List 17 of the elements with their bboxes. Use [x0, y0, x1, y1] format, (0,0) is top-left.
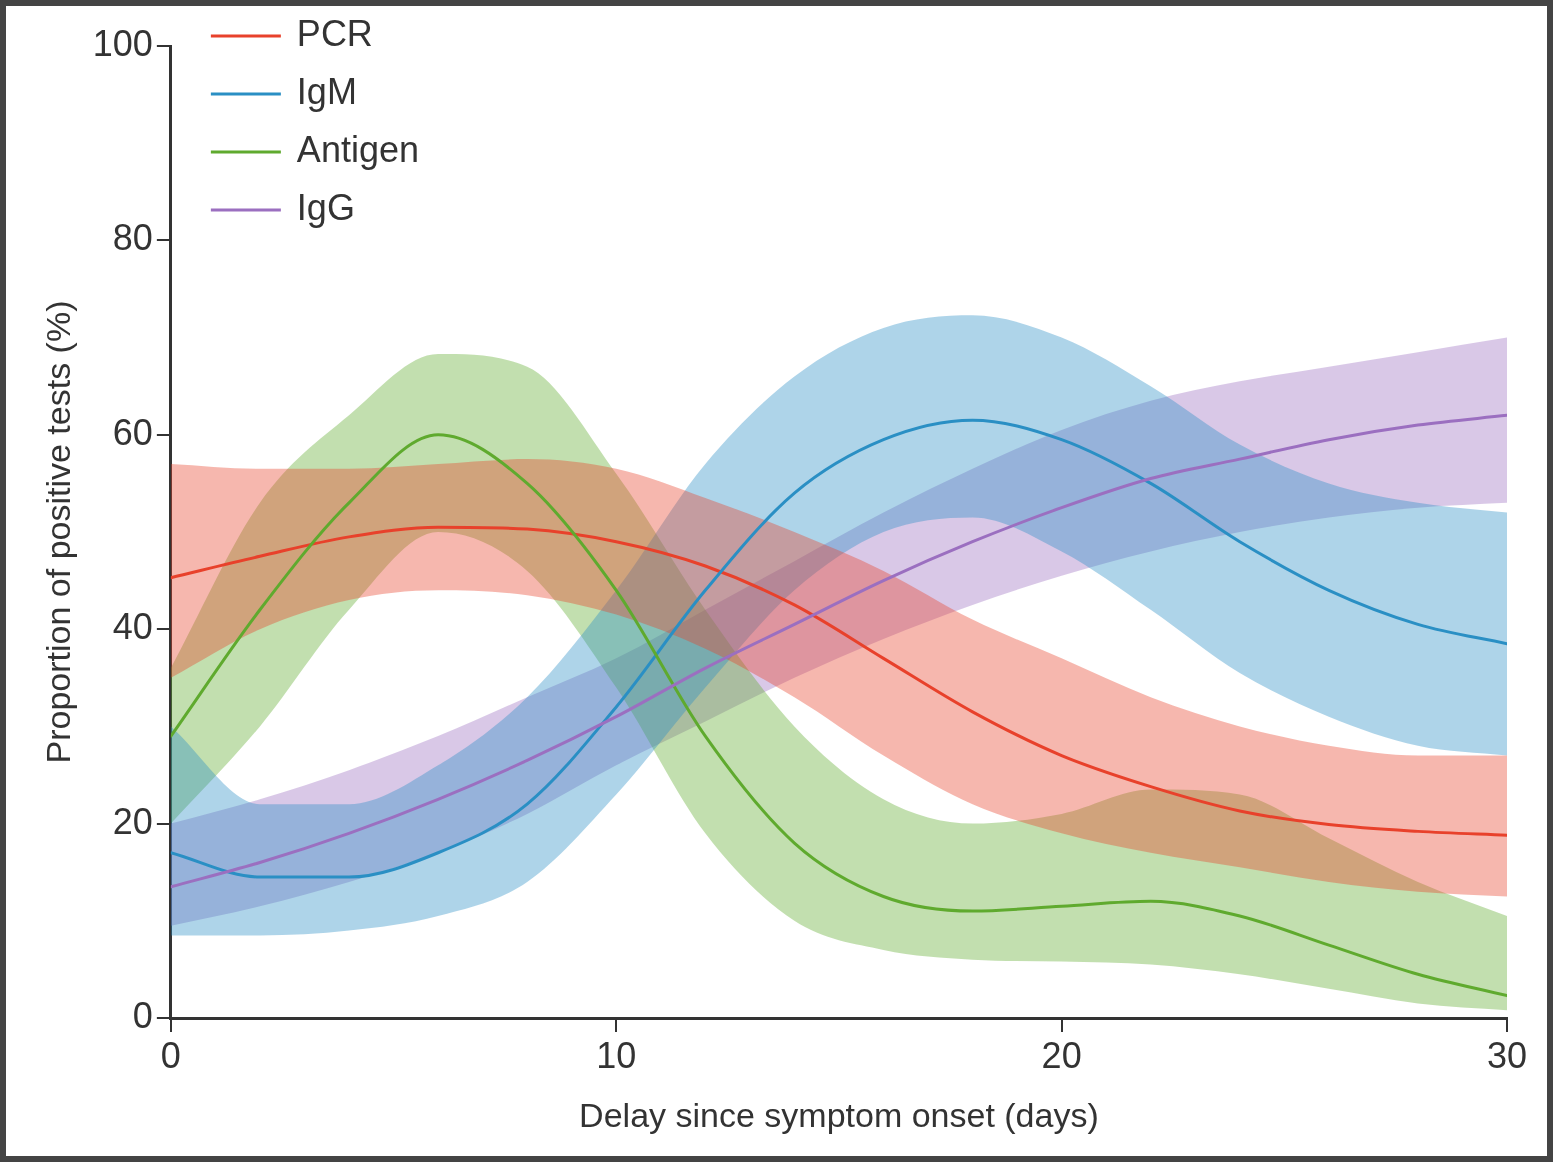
y-tick-label: 20	[112, 800, 153, 842]
y-tick-label: 60	[112, 411, 153, 453]
x-tick-label: 0	[160, 1034, 181, 1076]
x-tick-label: 20	[1041, 1034, 1082, 1076]
y-axis-title: Proportion of positive tests (%)	[38, 300, 77, 764]
legend-label: PCR	[296, 12, 373, 54]
y-tick-label: 40	[112, 606, 153, 648]
line-series	[170, 525, 1507, 837]
y-tick-label: 80	[112, 217, 153, 259]
x-axis-title: Delay since symptom onset (days)	[579, 1095, 1099, 1134]
legend-label: IgG	[296, 186, 355, 228]
y-tick-label: 0	[132, 994, 153, 1036]
x-tick-label: 10	[596, 1034, 637, 1076]
x-tick-label: 30	[1486, 1034, 1528, 1076]
legend-label: IgM	[296, 70, 357, 112]
legend-label: Antigen	[296, 128, 419, 170]
y-tick-label: 100	[92, 22, 153, 64]
